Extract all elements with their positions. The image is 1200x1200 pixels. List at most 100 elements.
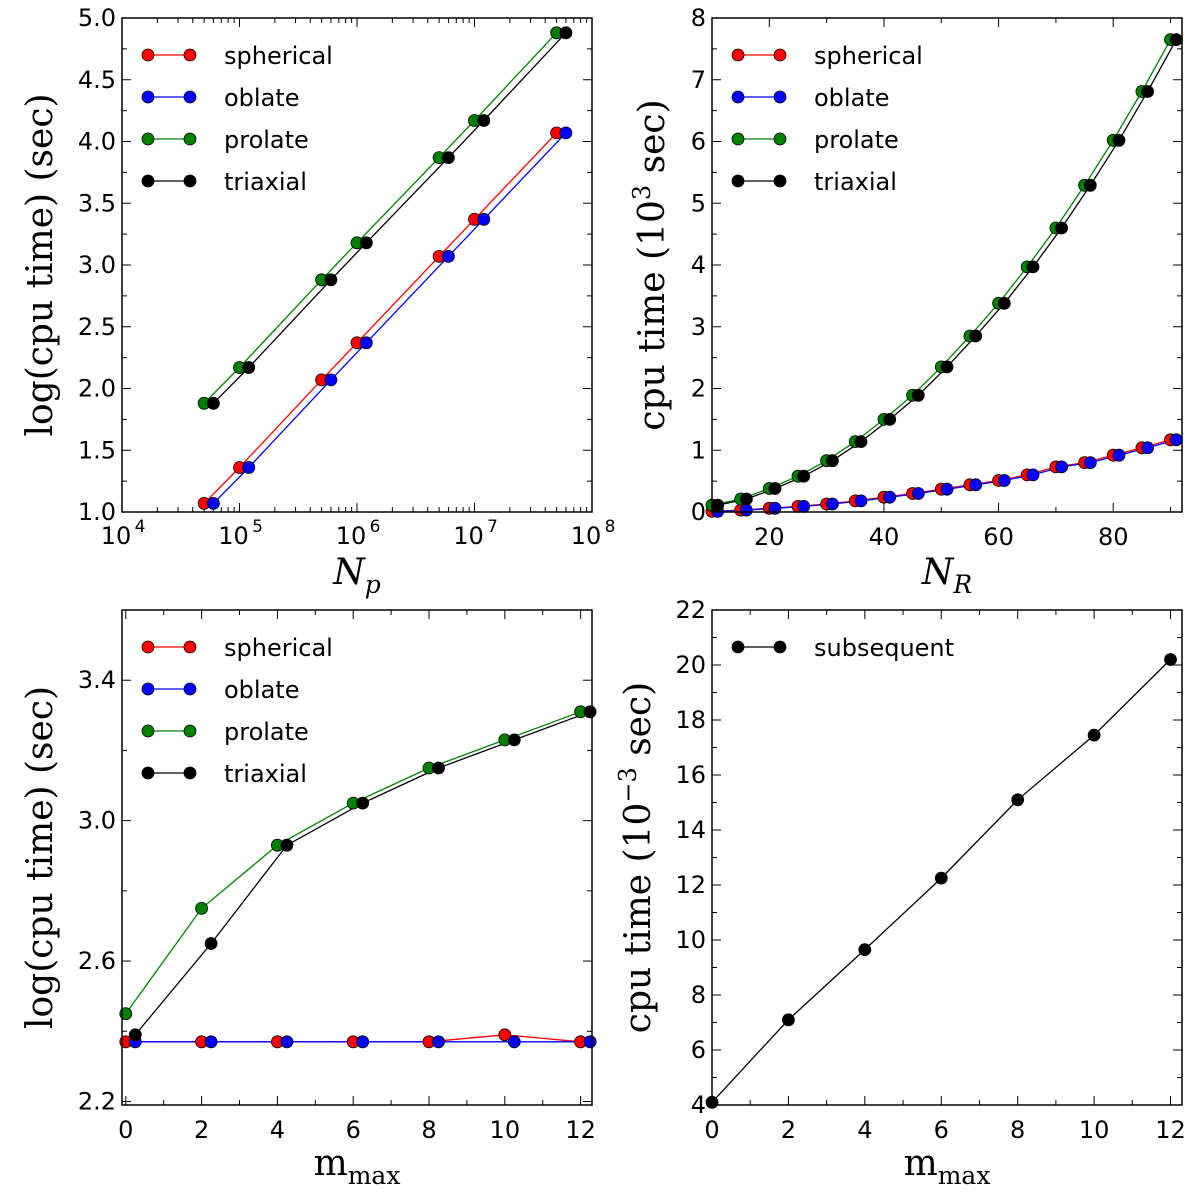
data-point-oblate [1055, 460, 1068, 474]
data-point-oblate [206, 496, 220, 510]
legend: spherical oblate prolate triaxial [141, 634, 333, 788]
data-point-oblate [940, 482, 954, 496]
y-axis-label: cpu time (10−3 sec) [614, 682, 659, 1033]
data-point-spherical [498, 1028, 512, 1042]
legend-label-triaxial: triaxial [224, 760, 307, 788]
x-tick-label: 8 [421, 1116, 436, 1144]
x-tick-label: 0 [118, 1116, 133, 1144]
data-point-oblate [883, 490, 897, 504]
legend-label-spherical: spherical [224, 634, 333, 662]
x-tick-label: 10 [571, 522, 602, 550]
x-tick-label: 10 [1079, 1116, 1110, 1144]
x-tick-label: 6 [346, 1116, 361, 1144]
data-point-triaxial [432, 761, 445, 775]
data-point-triaxial [1055, 221, 1068, 235]
legend: spherical oblate prolate triaxial [731, 42, 923, 196]
data-point-oblate [204, 1035, 218, 1049]
data-point-oblate [797, 499, 811, 513]
data-point-subsequent [1164, 653, 1177, 666]
data-point-triaxial [1169, 33, 1183, 46]
legend-label-triaxial: triaxial [814, 168, 897, 196]
y-tick-label: 4 [691, 1091, 706, 1119]
x-tick-label: 40 [869, 523, 900, 551]
data-point-triaxial [204, 937, 218, 950]
x-tick-exponent: 4 [135, 517, 146, 537]
legend-marker [731, 90, 745, 104]
x-tick-label: 8 [1010, 1116, 1025, 1144]
data-point-oblate [1026, 468, 1040, 482]
x-tick-label: 0 [704, 1116, 719, 1144]
x-tick-label: 20 [754, 523, 785, 551]
series-triaxial [717, 39, 1177, 506]
x-tick-label: 10 [218, 522, 249, 550]
series-oblate [717, 439, 1177, 512]
data-point-triaxial [559, 26, 573, 40]
y-tick-label: 8 [691, 981, 706, 1009]
ticks [711, 609, 1182, 1106]
data-point-triaxial [280, 838, 294, 852]
data-point-subsequent [934, 871, 948, 885]
data-point-triaxial [324, 273, 338, 287]
x-tick-label: 10 [101, 522, 132, 550]
data-point-oblate [854, 494, 868, 508]
legend-marker [141, 174, 155, 188]
legend-label-triaxial: triaxial [224, 168, 307, 196]
x-axis-label: Np [332, 552, 381, 599]
x-tick-label: 10 [453, 522, 484, 550]
plot-frame [121, 609, 593, 1106]
legend-marker [773, 132, 787, 146]
data-point-triaxial [711, 498, 725, 512]
legend-label-oblate: oblate [224, 84, 299, 112]
data-point-triaxial [206, 396, 220, 410]
data-point-triaxial [583, 705, 597, 719]
data-point-triaxial [1112, 133, 1126, 147]
legend-marker [183, 766, 197, 780]
data-point-oblate [280, 1035, 294, 1049]
data-point-oblate [826, 497, 839, 511]
data-point-oblate [324, 373, 338, 387]
y-axis-label: cpu time (103 sec) [628, 99, 673, 430]
x-tick-exponent: 8 [605, 517, 616, 537]
data-point-oblate [1169, 433, 1183, 447]
data-point-triaxial [507, 733, 521, 747]
y-tick-label: 14 [675, 816, 706, 844]
legend-marker [731, 640, 745, 654]
series-prolate [712, 39, 1172, 506]
y-tick-label: 1.0 [78, 498, 116, 526]
y-tick-label: 20 [675, 651, 706, 679]
y-tick-label: 4 [691, 251, 706, 279]
data-point-oblate [356, 1035, 370, 1049]
data-point-oblate [432, 1035, 445, 1049]
legend-marker [183, 640, 197, 654]
legend-marker [141, 640, 155, 654]
x-tick-label: 6 [934, 1116, 949, 1144]
legend-label-subsequent: subsequent [814, 634, 954, 662]
y-tick-label: 2.6 [78, 947, 116, 975]
data-point-oblate [477, 212, 491, 226]
data-point-triaxial [911, 388, 925, 402]
legend-marker [183, 682, 197, 696]
x-tick-exponent: 6 [370, 517, 381, 537]
data-point-oblate [441, 249, 455, 263]
legend-label-prolate: prolate [224, 718, 309, 746]
legend: subsequent [731, 634, 954, 662]
y-tick-label: 8 [691, 4, 706, 32]
legend-marker [141, 132, 155, 146]
y-tick-label: 3.0 [78, 807, 116, 835]
x-tick-label: 12 [565, 1116, 596, 1144]
legend-marker [731, 48, 745, 62]
x-tick-label: 12 [1155, 1116, 1186, 1144]
data-point-subsequent [1087, 728, 1101, 742]
y-tick-label: 16 [675, 761, 706, 789]
legend-marker [773, 174, 787, 188]
y-tick-label: 4.0 [78, 128, 116, 156]
y-tick-label: 6 [691, 128, 706, 156]
data-point-triaxial [797, 469, 811, 483]
y-tick-label: 22 [675, 596, 706, 624]
y-tick-label: 3.0 [78, 251, 116, 279]
data-point-triaxial [1083, 178, 1097, 192]
series-spherical [712, 439, 1171, 512]
legend-marker [183, 48, 197, 62]
y-tick-label: 4.5 [78, 66, 116, 94]
